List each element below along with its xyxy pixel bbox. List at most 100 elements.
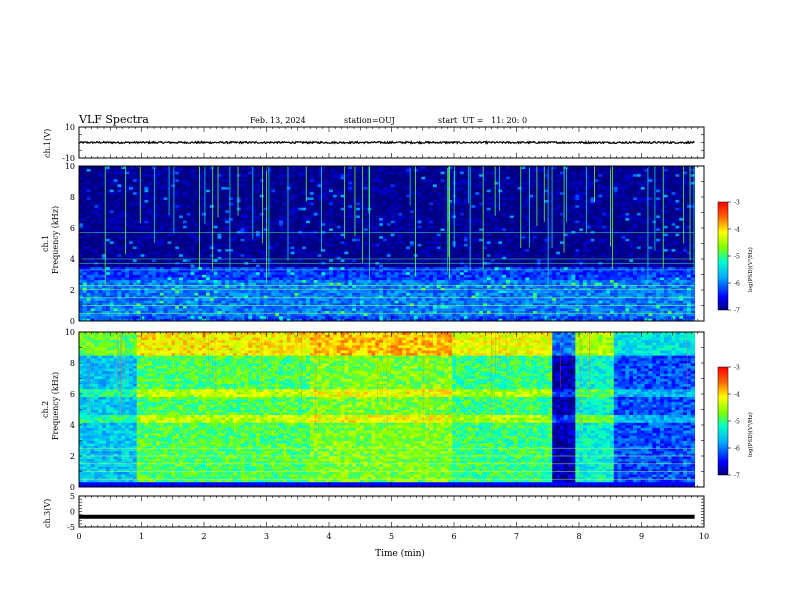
ch1-spectrogram-cell <box>79 292 84 296</box>
ch1-spectrogram-cell <box>240 225 245 229</box>
ch1-spectrogram-cell <box>194 235 199 239</box>
ch1-spectrogram-cell <box>286 240 292 244</box>
ch1-spectrogram-cell <box>309 292 315 296</box>
ch1-spectrogram-cell <box>336 173 342 177</box>
ch1-spectrogram-cell <box>267 220 272 224</box>
ch1-spectrogram-cell <box>386 181 392 185</box>
ch1-spectrogram-cell <box>317 266 322 270</box>
ch1-spectrogram-cell <box>329 251 334 255</box>
ch1-spectrogram-cell <box>390 277 395 281</box>
ch1-spectrogram-cell <box>309 305 315 309</box>
ch1-spectrogram-cell <box>317 220 322 224</box>
ch1-spectrogram-cell <box>117 248 122 252</box>
ch1-spectrogram-cell <box>329 271 334 275</box>
ch1-spectrogram-cell <box>209 308 215 312</box>
ch1-spectrogram-cell <box>98 302 103 306</box>
ch1-spectrogram-cell <box>194 194 199 198</box>
ch1-spectrogram-cell <box>144 282 149 286</box>
ch1-spectrogram-cell <box>202 290 207 293</box>
ch1-spectrogram-cell <box>325 220 330 224</box>
ch1-spectrogram-cell <box>332 300 338 304</box>
ch1-spectrogram-cell <box>332 209 338 213</box>
ch1-spectrogram-cell <box>129 292 134 296</box>
ch1-spectrogram-cell <box>90 181 95 185</box>
ch1-spectrogram-cell <box>359 212 365 216</box>
ch1-spectrogram-cell <box>186 259 191 262</box>
ch1-spectrogram-cell <box>379 292 384 296</box>
ch1-spectrogram-cell <box>225 176 230 180</box>
ch1-spectrogram-cell <box>109 315 115 319</box>
ch1-spectrogram-cell <box>109 176 115 180</box>
ch1-spectrogram-cell <box>105 284 111 288</box>
ch1-spectrogram-cell <box>294 302 299 306</box>
ch1-spectrogram-cell <box>294 310 299 314</box>
ch1-spectrogram-cell <box>125 238 130 242</box>
ch1-spectrogram-cell <box>244 240 249 244</box>
ch1-spectrogram-cell <box>363 253 368 257</box>
ch1-spectrogram-cell <box>286 168 292 172</box>
ch1-spectrogram-cell <box>102 173 107 177</box>
ch1-spectrogram-cell <box>82 209 88 213</box>
ch1-spectrogram-cell <box>255 277 261 281</box>
ch1-spectrogram-cell <box>363 207 368 211</box>
ch1-spectrogram-cell <box>394 315 399 319</box>
ch1-spectrogram-cell <box>90 238 95 242</box>
ch1-spectrogram-cell <box>379 222 384 226</box>
ch1-spectrogram-cell <box>217 178 222 182</box>
ch1-spectrogram-cell <box>267 318 272 322</box>
ch1-spectrogram-cell <box>375 217 380 221</box>
ch1-spectrogram-cell <box>179 220 184 224</box>
ch1-spectrogram-cell <box>306 315 311 319</box>
ch1-spectrogram-cell <box>259 315 265 319</box>
ch1-spectrogram-cell <box>271 274 276 278</box>
ch1-spectrogram-cell <box>217 253 222 257</box>
ch1-spectrogram-cell <box>259 295 265 299</box>
ch1-spectrogram-cell <box>82 173 88 177</box>
ch1-spectrogram-cell <box>286 186 292 190</box>
ch1-spectrogram-cell <box>182 168 188 172</box>
ch1-spectrogram-cell <box>279 318 284 322</box>
ch1-spectrogram-cell <box>209 290 215 293</box>
ch1-spectrogram-cell <box>117 191 122 195</box>
ch1-spectrogram-cell <box>98 235 103 239</box>
ch1-spectrogram-cell <box>117 202 122 206</box>
ch1-spectrogram-cell <box>309 235 315 239</box>
ch1-spectrogram-cell <box>240 233 245 237</box>
ch1-spectrogram-cell <box>336 297 342 301</box>
ch1-spectrogram-cell <box>225 277 230 281</box>
ch1-spectrogram-cell <box>205 292 211 296</box>
ch1-spectrogram-cell <box>82 191 88 195</box>
ch1-spectrogram-cell <box>302 238 307 242</box>
ch1-spectrogram-cell <box>279 176 284 180</box>
ch1-spectrogram-cell <box>132 173 138 177</box>
ch1-spectrogram-cell <box>252 279 257 283</box>
ch1-spectrogram-cell <box>205 277 211 281</box>
ch1-spectrogram-cell <box>155 197 161 200</box>
ch1-spectrogram-cell <box>113 178 118 182</box>
ch1-spectrogram-cell <box>144 238 149 242</box>
ch1-spectrogram-cell <box>294 271 299 275</box>
ch1-spectrogram-cell <box>336 194 342 198</box>
ch1-spectrogram-cell <box>325 209 330 213</box>
ch1-spectrogram-cell <box>290 243 295 247</box>
ch1-spectrogram-cell <box>132 269 138 273</box>
ch1-spectrogram-cell <box>186 282 191 286</box>
ch1-spectrogram-cell <box>321 308 326 312</box>
ch1-spectrogram-cell <box>190 199 195 203</box>
ch1-spectrogram-cell <box>194 173 199 177</box>
ch1-spectrogram-cell <box>371 171 376 175</box>
ch1-spectrogram-cell <box>271 295 276 299</box>
ch1-spectrogram-cell <box>94 310 99 314</box>
ch1-spectrogram-cell <box>232 186 238 190</box>
ch1-spectrogram-cell <box>386 202 392 206</box>
ch1-spectrogram-cell <box>86 277 91 281</box>
ch1-spectrogram-cell <box>194 166 199 169</box>
ch1-spectrogram-cell <box>340 269 345 273</box>
ch1-spectrogram-cell <box>290 212 295 216</box>
ch1-spectrogram-cell <box>332 295 338 299</box>
ch1-spectrogram-cell <box>332 228 338 231</box>
ch1-spectrogram-cell <box>225 228 230 231</box>
ch1-spectrogram-cell <box>86 207 91 211</box>
ch1-spectrogram-cell <box>136 217 141 221</box>
